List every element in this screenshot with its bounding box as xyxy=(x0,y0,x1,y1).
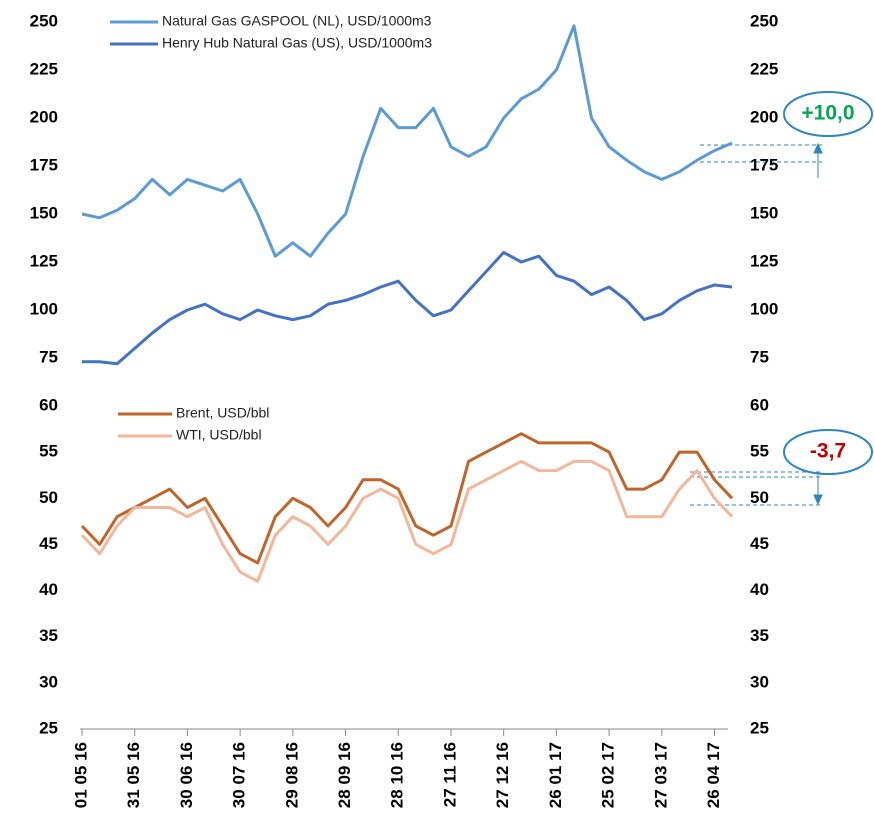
x-tick-label: 28 09 16 xyxy=(335,742,354,808)
y-tick-label: 50 xyxy=(39,488,58,507)
x-tick-label: 29 08 16 xyxy=(282,742,301,808)
series-line xyxy=(81,24,733,258)
annotation: +10,0 xyxy=(801,102,854,125)
y2-tick-label: 40 xyxy=(750,580,769,599)
x-tick-label: 31 05 16 xyxy=(124,742,143,808)
y2-tick-label: 100 xyxy=(750,299,778,318)
x-tick-label: 30 06 16 xyxy=(177,742,196,808)
y2-tick-label: 55 xyxy=(750,442,769,461)
y2-tick-label: 30 xyxy=(750,672,769,691)
y-tick-label: 200 xyxy=(30,107,58,126)
x-tick-label: 30 07 16 xyxy=(230,742,249,808)
y2-tick-label: 225 xyxy=(750,59,778,78)
y2-tick-label: 150 xyxy=(750,203,778,222)
y-tick-label: 60 xyxy=(39,395,58,414)
y2-tick-label: 45 xyxy=(750,534,769,553)
y2-tick-label: 200 xyxy=(750,107,778,126)
series-line xyxy=(80,459,734,583)
y-tick-label: 25 xyxy=(39,718,58,737)
y-tick-label: 55 xyxy=(39,442,58,461)
y2-tick-label: 60 xyxy=(750,395,769,414)
y-tick-label: 175 xyxy=(30,155,58,174)
y2-tick-label: 175 xyxy=(750,155,778,174)
x-tick-label: 27 03 17 xyxy=(651,742,670,808)
y-tick-label: 30 xyxy=(39,672,58,691)
series-line xyxy=(80,432,734,565)
y-tick-label: 40 xyxy=(39,580,58,599)
y-tick-label: 75 xyxy=(39,347,58,366)
legend-label: Henry Hub Natural Gas (US), USD/1000m3 xyxy=(162,35,432,51)
y2-tick-label: 35 xyxy=(750,626,769,645)
x-tick-label: 27 11 16 xyxy=(440,742,459,807)
x-tick-label: 27 12 16 xyxy=(493,742,512,808)
y2-tick-label: 75 xyxy=(750,347,769,366)
legend-label: Brent, USD/bbl xyxy=(176,405,269,421)
y-tick-label: 225 xyxy=(30,59,58,78)
y-tick-label: 125 xyxy=(30,251,58,270)
legend-label: WTI, USD/bbl xyxy=(176,427,262,443)
y-tick-label: 250 xyxy=(30,11,58,30)
y2-tick-label: 250 xyxy=(750,11,778,30)
y-tick-label: 150 xyxy=(30,203,58,222)
y2-tick-label: 50 xyxy=(750,488,769,507)
x-tick-label: 28 10 16 xyxy=(388,742,407,808)
series-line xyxy=(82,250,733,366)
annotation-decor xyxy=(690,91,873,506)
x-tick-label: 25 02 17 xyxy=(599,742,618,808)
y2-tick-label: 25 xyxy=(750,718,769,737)
y-tick-label: 100 xyxy=(30,299,58,318)
x-tick-label: 26 01 17 xyxy=(546,742,565,808)
annotation: -3,7 xyxy=(810,440,846,463)
y-tick-label: 35 xyxy=(39,626,58,645)
y-tick-label: 45 xyxy=(39,534,58,553)
legend-label: Natural Gas GASPOOL (NL), USD/1000m3 xyxy=(162,13,432,29)
y2-tick-label: 125 xyxy=(750,251,778,270)
x-tick-label: 26 04 17 xyxy=(704,742,723,808)
x-tick-label: 01 05 16 xyxy=(71,742,90,808)
